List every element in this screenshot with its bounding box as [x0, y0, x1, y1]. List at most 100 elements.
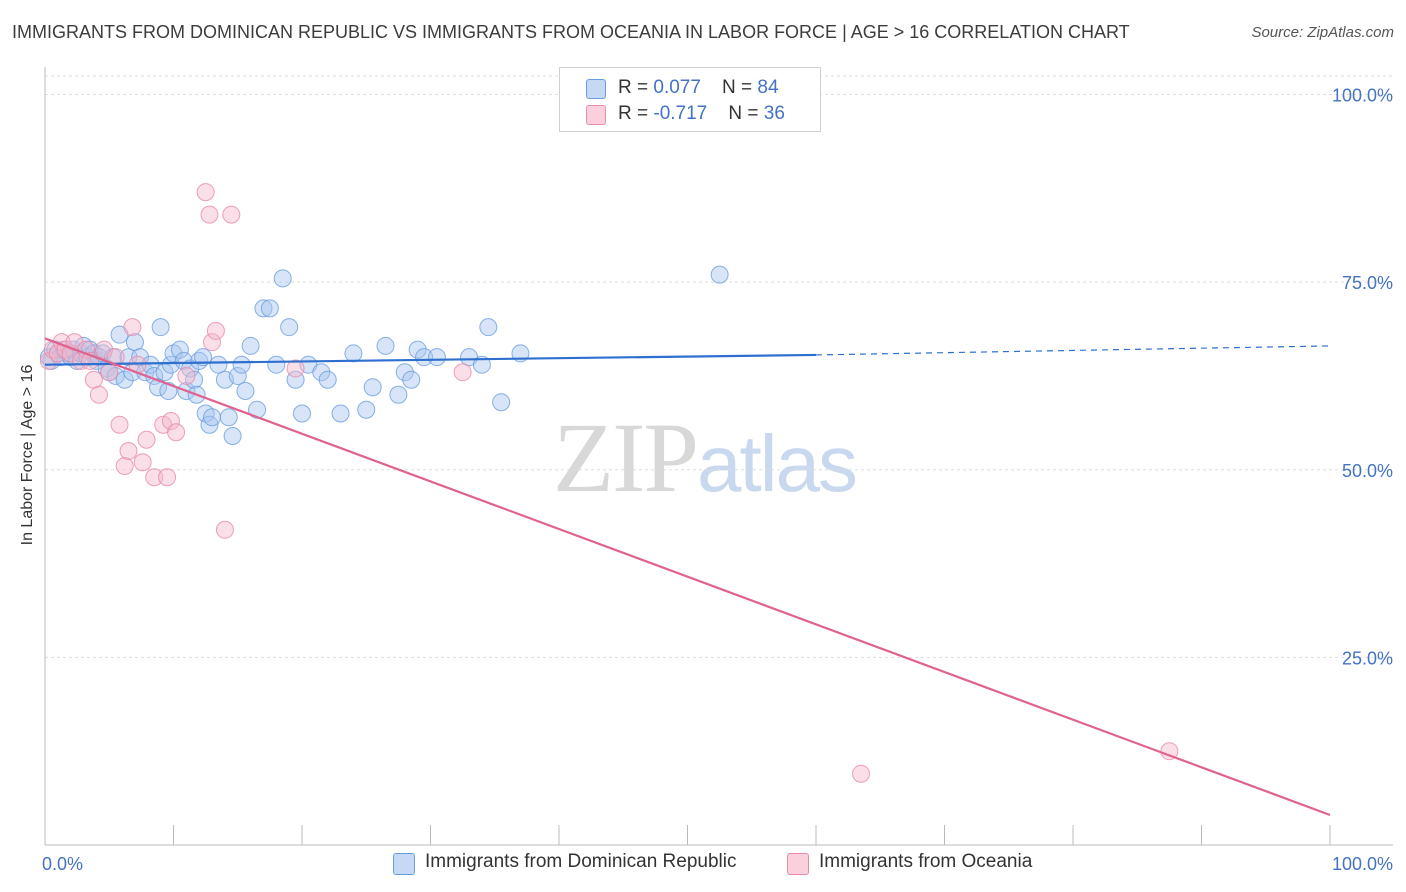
data-points	[39, 183, 1179, 783]
legend-text-dominican: R = 0.077 N = 84	[618, 77, 779, 99]
data-point	[151, 318, 170, 337]
data-point	[119, 441, 138, 460]
data-point	[89, 385, 108, 404]
data-point	[115, 370, 134, 389]
data-point	[376, 336, 395, 355]
data-point	[161, 411, 180, 430]
data-point	[228, 366, 247, 385]
legend-n-value: 36	[763, 103, 785, 124]
legend-n-value: 84	[757, 77, 779, 98]
legend-r-label: R =	[618, 103, 654, 124]
y-tick-label: 100.0%	[1332, 86, 1393, 106]
legend-swatch-oceania	[586, 105, 606, 125]
data-point	[415, 348, 434, 367]
data-point	[318, 370, 337, 389]
data-point	[479, 318, 498, 337]
data-point	[158, 468, 177, 487]
watermark-atlas: atlas	[697, 419, 858, 508]
data-point	[395, 363, 414, 382]
data-point	[84, 370, 103, 389]
data-point	[200, 415, 219, 434]
data-point	[273, 269, 292, 288]
chart-title: IMMIGRANTS FROM DOMINICAN REPUBLIC VS IM…	[12, 22, 1130, 42]
data-point	[209, 355, 228, 374]
series-points-1	[39, 183, 1179, 783]
trend-line-0	[44, 353, 817, 366]
data-point	[851, 764, 870, 783]
x-tick-label-max: 100.0%	[1332, 854, 1393, 874]
data-point	[363, 378, 382, 397]
bottom-legend-label-oceania: Immigrants from Oceania	[819, 851, 1033, 872]
bottom-legend-label-dominican: Immigrants from Dominican Republic	[425, 851, 737, 872]
trend-line-extension-0	[815, 345, 1331, 356]
data-point	[219, 408, 238, 427]
legend-swatch-dominican	[586, 79, 606, 99]
axes	[44, 67, 1393, 846]
data-point	[110, 415, 129, 434]
legend-r-value: -0.717	[653, 103, 708, 124]
bottom-legend-swatch-dominican	[393, 853, 415, 875]
source-label: Source: ZipAtlas.com	[1251, 24, 1394, 41]
data-point	[137, 430, 156, 449]
legend-n-label: N =	[722, 77, 758, 98]
data-point	[174, 351, 193, 370]
data-point	[453, 363, 472, 382]
data-point	[196, 183, 215, 202]
data-point	[133, 453, 152, 472]
x-tick-label-min: 0.0%	[42, 854, 83, 874]
data-point	[267, 355, 286, 374]
data-point	[145, 468, 164, 487]
data-point	[115, 457, 134, 476]
data-point	[203, 333, 222, 352]
data-point	[286, 359, 305, 378]
data-point	[331, 404, 350, 423]
data-point	[170, 340, 189, 359]
data-point	[427, 348, 446, 367]
data-point	[402, 370, 421, 389]
data-point	[194, 348, 213, 367]
legend-r-value: 0.077	[653, 77, 701, 98]
data-point	[100, 363, 119, 382]
data-point	[254, 299, 273, 318]
legend-n-label: N =	[728, 103, 764, 124]
data-point	[280, 318, 299, 337]
data-point	[206, 321, 225, 340]
tick-labels: 25.0% 50.0% 75.0% 100.0% 0.0% 100.0%	[42, 86, 1393, 874]
y-tick-label: 25.0%	[1342, 648, 1393, 668]
bottom-legend-swatch-oceania	[787, 853, 809, 875]
correlation-legend: R = 0.077 N = 84 R = -0.717 N = 36	[559, 67, 821, 132]
data-point	[232, 355, 251, 374]
trend-lines	[44, 337, 1331, 817]
watermark-zip: ZIP	[553, 402, 699, 513]
legend-text-oceania: R = -0.717 N = 36	[618, 103, 785, 125]
data-point	[241, 336, 260, 355]
trend-line-1	[44, 337, 1331, 817]
data-point	[167, 423, 186, 442]
data-point	[472, 355, 491, 374]
data-point	[141, 355, 160, 374]
data-point	[200, 205, 219, 224]
watermark: ZIPatlas	[553, 400, 858, 515]
data-point	[236, 381, 255, 400]
data-point	[492, 393, 511, 412]
y-axis-label: In Labor Force | Age > 16	[19, 364, 36, 546]
data-point	[223, 426, 242, 445]
legend-r-label: R =	[618, 77, 654, 98]
data-point	[177, 366, 196, 385]
data-point	[203, 408, 222, 427]
data-point	[710, 265, 729, 284]
data-point	[222, 205, 241, 224]
data-point	[357, 400, 376, 419]
y-tick-label: 75.0%	[1342, 273, 1393, 293]
data-point	[123, 318, 142, 337]
data-point	[260, 299, 279, 318]
data-point	[344, 344, 363, 363]
data-point	[293, 404, 311, 423]
data-point	[389, 385, 408, 404]
data-point	[215, 520, 234, 539]
series-points-0	[39, 265, 729, 445]
data-point	[312, 363, 331, 382]
data-point	[125, 333, 144, 352]
y-tick-label: 50.0%	[1342, 461, 1393, 481]
